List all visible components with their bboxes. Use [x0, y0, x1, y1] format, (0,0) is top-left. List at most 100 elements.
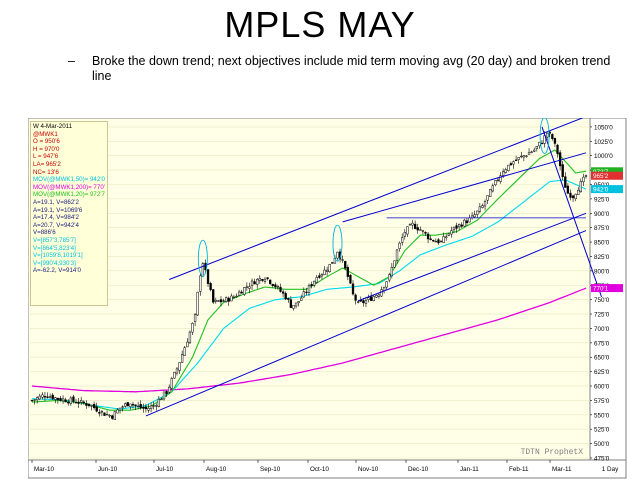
- info-box: W 4-Mar-2011 @MWK1 O = 950'6 H = 970'0 L = 9…: [30, 121, 108, 306]
- candle-body: [305, 291, 308, 294]
- candle-body: [95, 406, 98, 412]
- info-line: MOV(@MWK1,200)= 770'1: [33, 183, 105, 191]
- candle-body: [51, 394, 54, 400]
- candle-body: [533, 149, 536, 152]
- candle-body: [437, 239, 440, 244]
- candle-body: [349, 274, 352, 284]
- info-line: L = 947'6: [33, 153, 59, 161]
- candle-body: [362, 300, 365, 304]
- info-line: V=[864'5,823'4]: [33, 244, 76, 252]
- y-tick-label: 700'0: [594, 326, 610, 333]
- price-chart[interactable]: 475'0 500'0 525'0 550'0 575'0 600'0 625'0 650'0…: [28, 118, 628, 480]
- candle-body: [56, 397, 60, 400]
- price-tag-label: 770'1: [593, 286, 609, 293]
- candle-body: [261, 279, 264, 281]
- x-tick-label: Feb-11: [509, 466, 529, 473]
- candle-body: [408, 224, 412, 226]
- x-tick-label: Sep-10: [260, 466, 281, 473]
- candle-body: [113, 411, 116, 420]
- candle-body: [574, 193, 577, 200]
- candle-body: [41, 394, 44, 398]
- candle-body: [553, 138, 557, 144]
- candle-body: [354, 294, 357, 301]
- trend-line-mid-channel: [342, 152, 587, 223]
- info-line: A=-62.2, V=914'0: [33, 267, 81, 275]
- candle-body: [577, 189, 580, 195]
- y-tick-label: 900'0: [594, 211, 610, 218]
- x-tick-label: Jan-11: [460, 466, 479, 473]
- candle-body: [38, 395, 41, 400]
- candle-body: [186, 341, 189, 348]
- candle-body: [398, 242, 401, 249]
- bullet-text: Broke the down trend; next objectives in…: [92, 54, 611, 83]
- candle-body: [147, 407, 150, 411]
- candle-body: [307, 285, 311, 293]
- highlight-ellipse: [539, 118, 550, 154]
- candle-body: [276, 286, 280, 288]
- candle-body: [424, 231, 427, 234]
- candle-body: [413, 223, 417, 229]
- candle-body: [452, 226, 456, 231]
- price-tag: [591, 284, 623, 293]
- candle-body: [157, 398, 161, 407]
- candle-body: [460, 224, 463, 227]
- y-tick-label: 1000'0: [594, 153, 613, 160]
- candle-body: [72, 396, 75, 402]
- candle-body: [232, 296, 236, 299]
- candle-body: [222, 300, 225, 302]
- chart-canvas[interactable]: 475'0 500'0 525'0 550'0 575'0 600'0 625'0 650'0…: [28, 118, 628, 480]
- candle-body: [67, 401, 70, 404]
- candle-body: [564, 176, 567, 188]
- candle-body: [346, 267, 349, 277]
- candle-body: [46, 396, 49, 398]
- candle-body: [279, 286, 282, 292]
- candle-body: [103, 412, 106, 416]
- info-line: LA= 965'2: [33, 160, 61, 168]
- candle-body: [486, 195, 489, 201]
- info-line: V=[990'4,930'3]: [33, 259, 76, 267]
- candle-body: [491, 185, 494, 192]
- candle-body: [126, 402, 129, 407]
- candle-body: [406, 226, 409, 235]
- candle-body: [206, 269, 210, 284]
- candle-body: [98, 412, 101, 414]
- candle-body: [219, 299, 223, 303]
- info-line: NC= 13'6: [33, 168, 59, 176]
- price-tag: [591, 185, 623, 194]
- candle-body: [411, 222, 414, 226]
- candle-body: [256, 279, 259, 285]
- candle-body: [561, 164, 564, 177]
- candle-body: [36, 397, 39, 401]
- candle-body: [468, 217, 471, 223]
- candle-body: [48, 396, 52, 398]
- candle-body: [300, 297, 303, 301]
- candle-body: [556, 144, 559, 154]
- candle-body: [377, 294, 381, 297]
- candle-body: [364, 300, 368, 304]
- candle-body: [540, 142, 544, 145]
- y-tick-label: 725'0: [594, 312, 610, 319]
- candle-body: [499, 175, 502, 182]
- candle-body: [323, 269, 326, 275]
- info-line: A=19.1, V=1069'6: [33, 206, 83, 214]
- candle-body: [393, 260, 396, 268]
- candle-body: [201, 263, 205, 277]
- candle-body: [571, 195, 575, 199]
- y-tick-label: 750'0: [594, 297, 610, 304]
- candle-body: [61, 398, 65, 402]
- candle-body: [263, 278, 267, 282]
- bullet-dash: –: [68, 54, 75, 68]
- candle-body: [209, 283, 212, 291]
- y-tick-label: 1025'0: [594, 139, 613, 146]
- candle-body: [331, 262, 334, 264]
- candle-body: [512, 161, 515, 165]
- candle-body: [82, 401, 85, 404]
- candle-body: [92, 403, 96, 409]
- x-tick-label: Aug-10: [206, 466, 227, 473]
- y-tick-label: 650'0: [594, 355, 610, 362]
- candle-body: [434, 240, 438, 243]
- info-line: A=19.1, V=862'2: [33, 198, 79, 206]
- candle-body: [509, 163, 513, 166]
- candle-body: [522, 155, 526, 158]
- candle-body: [380, 289, 383, 297]
